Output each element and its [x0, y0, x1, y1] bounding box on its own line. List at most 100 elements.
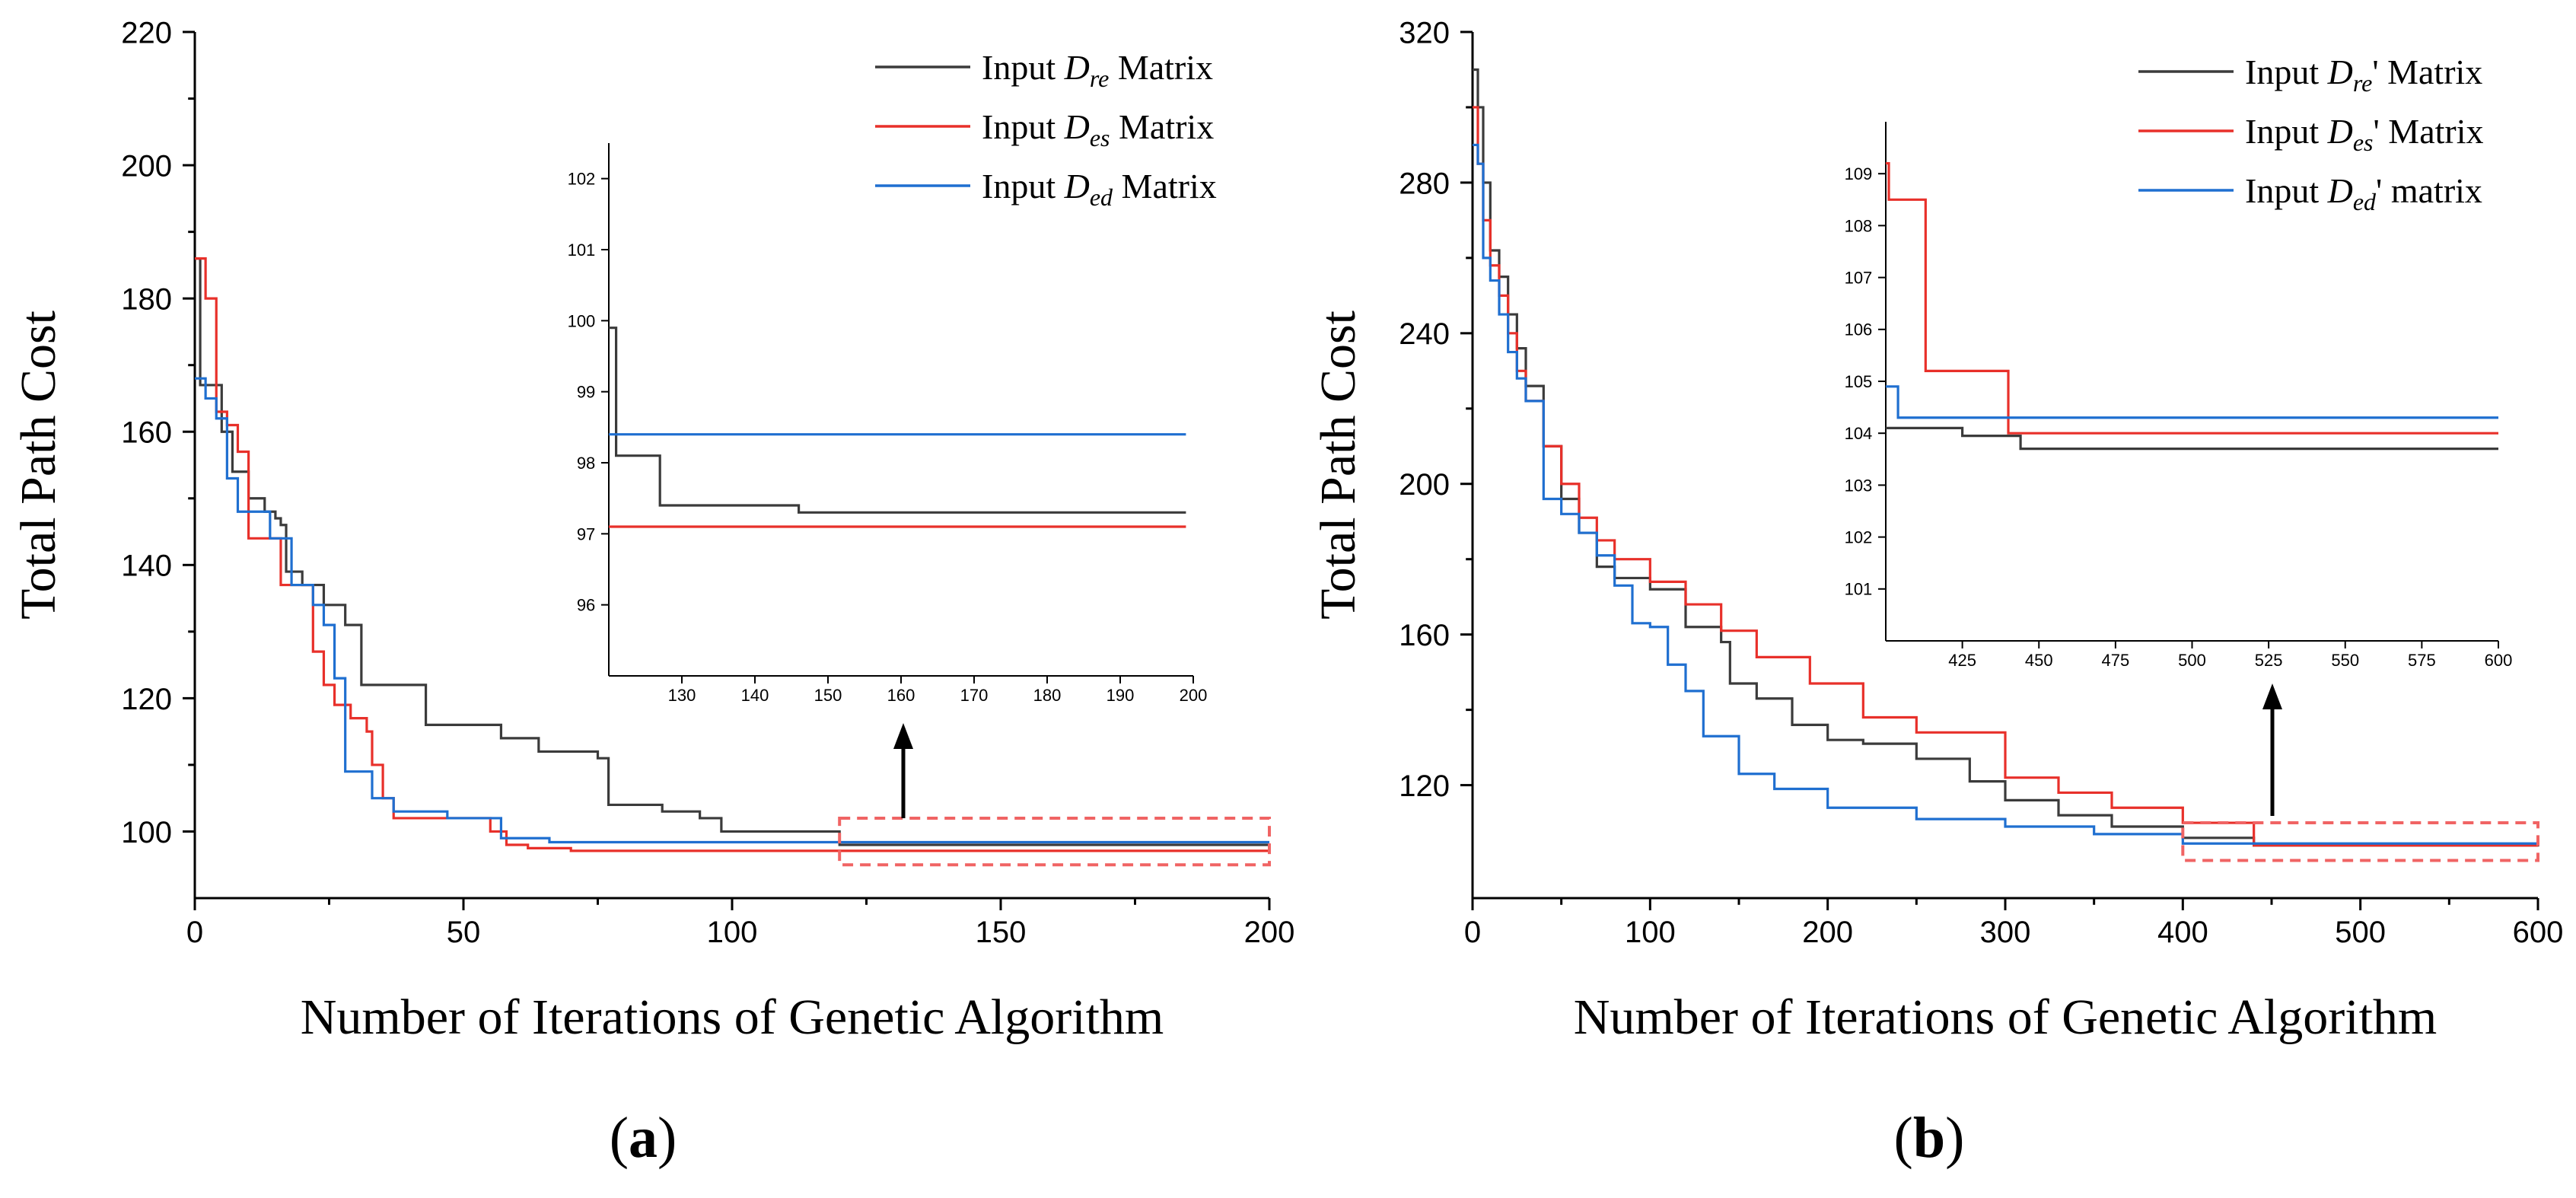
main-x-tick-label: 200 [1802, 916, 1853, 949]
series-line-1 [195, 257, 1269, 852]
y-axis-label: Total Path Cost [11, 311, 66, 620]
inset-x-tick-label: 425 [1948, 651, 1976, 670]
inset-y-tick-label: 102 [1845, 528, 1873, 547]
inset-y-tick-label: 101 [568, 241, 596, 260]
inset-y-tick-label: 109 [1845, 164, 1873, 183]
main-y-tick-label: 200 [121, 149, 172, 183]
legend-entry-label: Input Ded' matrix [2245, 171, 2482, 215]
main-y-tick-label: 140 [121, 550, 172, 583]
legend-symbol: D [1064, 48, 1090, 87]
legend-entry-label: Input Ded Matrix [982, 167, 1217, 211]
legend-subscript: es [2353, 129, 2374, 156]
legend-text: Input [982, 48, 1065, 87]
main-x-tick-label: 100 [707, 916, 758, 949]
inset-x-tick-label: 200 [1180, 686, 1208, 705]
main-y-tick-label: 280 [1399, 167, 1450, 200]
inset-y-tick-label: 107 [1845, 269, 1873, 288]
inset-x-tick-label: 150 [814, 686, 842, 705]
legend-symbol: D [1064, 107, 1090, 146]
inset-series-line-0 [1886, 161, 2498, 435]
inset-series-line-2 [1886, 426, 2498, 451]
legend-entry-label: Input Des Matrix [982, 107, 1214, 151]
series-line-2 [1473, 143, 2538, 845]
inset-y-tick-label: 102 [568, 170, 596, 189]
inset-x-tick-label: 550 [2331, 651, 2359, 670]
legend-subscript: re [1090, 65, 1109, 92]
zoom-arrow-head [893, 723, 913, 749]
inset-series-line-0 [609, 327, 1186, 514]
inset-y-tick-label: 96 [577, 596, 595, 615]
legend-subscript: es [1090, 124, 1110, 151]
series-line-0 [1473, 68, 2539, 847]
y-axis-label: Total Path Cost [1310, 311, 1366, 620]
main-x-tick-label: 100 [1625, 916, 1676, 949]
x-axis-label: Number of Iterations of Genetic Algorith… [301, 989, 1164, 1045]
legend-subscript: ed [2353, 188, 2377, 215]
legend-symbol: D [2327, 171, 2353, 210]
inset-x-tick-label: 450 [2025, 651, 2053, 670]
panel-label-paren: ) [1945, 1106, 1964, 1170]
zoom-region-box [2181, 821, 2539, 862]
main-x-tick-label: 600 [2513, 916, 2564, 949]
inset-y-tick-label: 103 [1845, 476, 1873, 495]
inset-y-tick-label: 105 [1845, 372, 1873, 391]
legend-subscript: ed [1090, 183, 1113, 211]
legend-text: ' Matrix [2372, 53, 2482, 91]
main-x-tick-label: 0 [186, 916, 203, 949]
legend-symbol: D [2327, 112, 2353, 151]
inset-x-tick-label: 575 [2408, 651, 2436, 670]
main-y-tick-label: 200 [1399, 468, 1450, 502]
inset-x-tick-label: 170 [960, 686, 989, 705]
inset-y-tick-label: 101 [1845, 580, 1873, 599]
main-y-tick-label: 160 [121, 416, 172, 450]
inset-y-tick-label: 100 [568, 311, 596, 330]
legend-text: ' matrix [2376, 171, 2482, 210]
legend-text: Input [982, 167, 1065, 206]
main-x-tick-label: 50 [447, 916, 481, 949]
inset-series-line-1 [1886, 385, 2498, 419]
main-x-tick-label: 400 [2157, 916, 2208, 949]
legend-text: Input [2245, 171, 2328, 210]
inset-y-tick-label: 108 [1845, 216, 1873, 235]
series-line-2 [195, 377, 1269, 844]
inset-background [1886, 122, 2498, 641]
series-line-1 [1473, 106, 2538, 847]
inset-y-tick-label: 98 [577, 454, 595, 473]
main-y-tick-label: 180 [121, 283, 172, 317]
main-x-tick-label: 300 [1980, 916, 2031, 949]
inset-y-tick-label: 99 [577, 383, 595, 402]
inset-y-tick-label: 106 [1845, 320, 1873, 339]
main-y-tick-label: 160 [1399, 619, 1450, 652]
panel-label-letter: a [629, 1106, 658, 1170]
x-axis-label: Number of Iterations of Genetic Algorith… [1574, 989, 2437, 1045]
legend-text: Input [982, 107, 1065, 146]
main-x-tick-label: 500 [2335, 916, 2386, 949]
panel-label-paren: ( [610, 1106, 629, 1170]
inset-x-tick-label: 180 [1033, 686, 1062, 705]
panel-label-paren: ) [658, 1106, 677, 1170]
inset-plot: 425 450 475 500 525 550 575 600 101 102 103 104 105 1… [1845, 122, 2512, 670]
main-y-tick-label: 320 [1399, 16, 1450, 49]
inset-y-tick-label: 104 [1845, 424, 1873, 443]
legend-subscript: re [2353, 69, 2372, 97]
inset-x-tick-label: 130 [668, 686, 696, 705]
legend-symbol: D [2327, 53, 2353, 91]
main-x-tick-label: 0 [1464, 916, 1481, 949]
legend-text: Input [2245, 53, 2328, 91]
legend-symbol: D [1064, 167, 1090, 206]
main-y-tick-label: 220 [121, 16, 172, 49]
inset-x-tick-label: 140 [741, 686, 769, 705]
inset-x-tick-label: 475 [2102, 651, 2130, 670]
zoom-arrow-head [2262, 683, 2282, 709]
inset-x-tick-label: 190 [1107, 686, 1135, 705]
inset-x-tick-label: 160 [887, 686, 915, 705]
main-y-tick-label: 240 [1399, 317, 1450, 351]
inset-x-tick-label: 500 [2178, 651, 2206, 670]
legend-entry-label: Input Des' Matrix [2245, 112, 2484, 156]
inset-y-tick-label: 97 [577, 524, 595, 543]
panel-label-paren: ( [1894, 1106, 1913, 1170]
panel-label-letter: b [1913, 1106, 1945, 1170]
panel-label: (a) [610, 1106, 677, 1170]
inset-x-tick-label: 525 [2255, 651, 2283, 670]
